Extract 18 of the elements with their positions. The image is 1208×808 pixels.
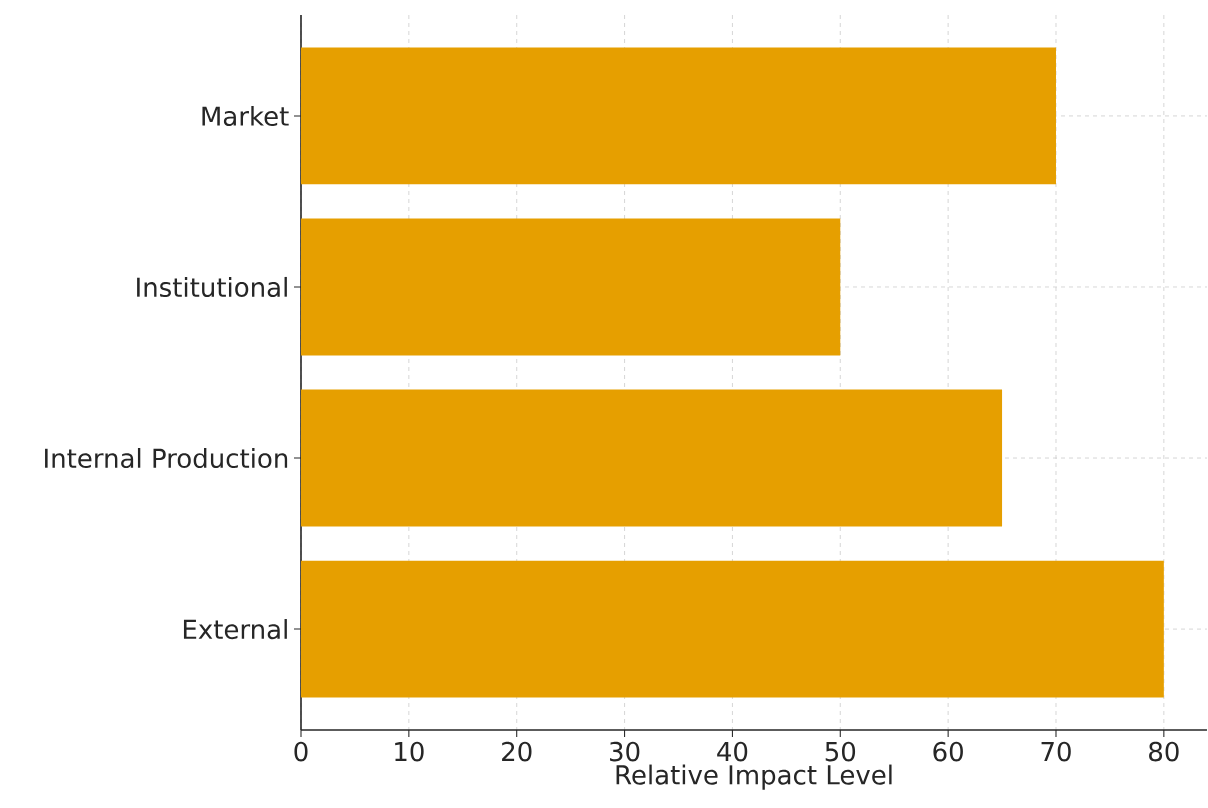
- x-tick-label: 0: [294, 741, 308, 762]
- bar: [301, 47, 1056, 185]
- x-tick-label: 60: [933, 741, 963, 762]
- y-tick-label: Market: [202, 105, 289, 126]
- y-tick-label: Institutional: [137, 276, 287, 298]
- x-tick-label: 10: [395, 741, 424, 762]
- bar: [301, 389, 1003, 527]
- y-tick-label: External: [183, 619, 287, 640]
- x-axis-title: Relative Impact Level: [616, 764, 892, 790]
- x-tick-label: 80: [1149, 741, 1179, 762]
- y-tick-label: Internal Production: [45, 447, 288, 469]
- x-tick-label: 20: [502, 741, 532, 762]
- x-tick-label: 50: [825, 741, 856, 762]
- x-tick-label: 30: [610, 741, 640, 762]
- x-tick-label: 70: [1041, 741, 1071, 762]
- x-tick-label: 40: [717, 741, 748, 762]
- bar: [301, 218, 841, 356]
- bar: [301, 560, 1164, 698]
